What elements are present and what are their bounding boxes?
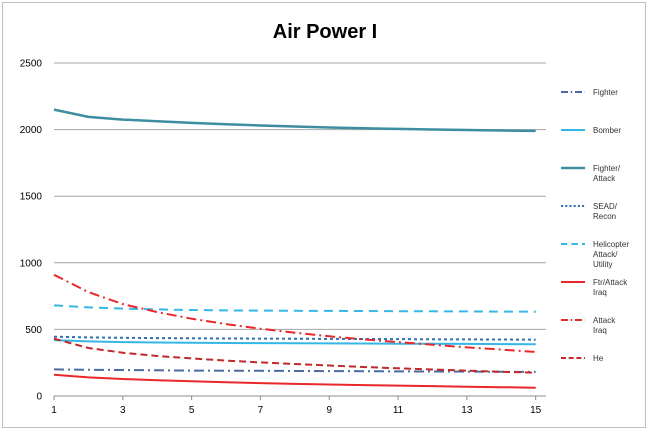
x-tick-label: 13 xyxy=(461,405,473,416)
legend-label-3: Fighter/Attack xyxy=(593,164,621,183)
series-line-4 xyxy=(53,335,536,341)
y-tick-label: 2000 xyxy=(20,125,43,136)
legend-label-8: He xyxy=(593,354,604,363)
legend-label-4: SEAD/Recon xyxy=(593,202,618,221)
legend-label-5: Helicopter Attack/Utility xyxy=(593,240,629,269)
series-line-5 xyxy=(53,304,536,313)
y-tick-label: 1500 xyxy=(20,192,43,203)
legend-label-7: Attack Iraq xyxy=(593,316,616,335)
series-line-8 xyxy=(53,337,536,374)
x-tick-label: 15 xyxy=(530,405,542,416)
y-tick-label: 500 xyxy=(25,325,42,336)
chart-title: Air Power I xyxy=(273,21,377,43)
x-tick-label: 7 xyxy=(258,405,264,416)
grid-layer xyxy=(54,62,546,397)
y-tick-label: 1000 xyxy=(20,258,43,269)
series-line-2 xyxy=(53,339,536,346)
y-tick-label: 2500 xyxy=(20,59,43,70)
legend-label-6: Ftr/Attack Iraq xyxy=(593,278,628,297)
y-tick-label: 0 xyxy=(36,392,42,403)
series-line-1 xyxy=(53,368,536,373)
legend-label-2: Bomber xyxy=(593,126,621,135)
legend-label-1: Fighter xyxy=(593,88,618,97)
series-line-6 xyxy=(53,373,536,389)
x-tick-label: 1 xyxy=(51,405,57,416)
x-tick-label: 5 xyxy=(189,405,195,416)
series-line-3 xyxy=(53,108,536,133)
x-tick-label: 11 xyxy=(393,405,404,416)
chart-frame: Air Power I 0 500 1000 1500 2000 2500 1 3 5 7 9 11 1… xyxy=(2,2,646,428)
x-tick-label: 9 xyxy=(326,405,332,416)
x-tick-label: 3 xyxy=(120,405,126,416)
series-layer xyxy=(53,108,536,389)
legend: Fighter Bomber Fighter/Attack SEAD/Recon Hel… xyxy=(561,88,629,363)
series-line-7 xyxy=(53,273,536,353)
